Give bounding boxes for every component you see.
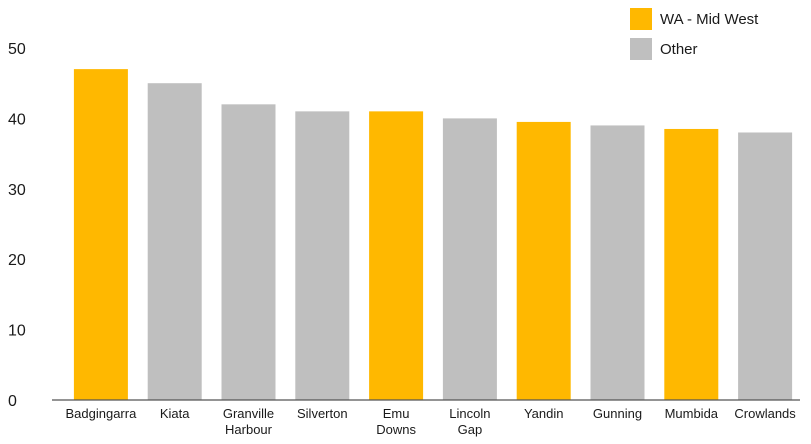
bar bbox=[369, 111, 424, 401]
bar bbox=[221, 104, 276, 400]
y-tick-label: 50 bbox=[8, 41, 26, 58]
x-tick-label-line: Kiata bbox=[160, 406, 190, 421]
x-tick-label: Badgingarra bbox=[65, 406, 137, 421]
y-tick-label: 0 bbox=[8, 393, 17, 410]
x-tick-label-line: Crowlands bbox=[734, 406, 796, 421]
x-axis: Badgingarra Kiata Granville Harbour Silverto… bbox=[52, 399, 800, 437]
bars bbox=[73, 69, 793, 401]
y-tick-label: 20 bbox=[8, 252, 26, 269]
legend-swatch bbox=[630, 38, 652, 60]
x-tick-label-line: Downs bbox=[376, 422, 416, 437]
bar bbox=[73, 69, 128, 401]
legend-swatch bbox=[630, 8, 652, 30]
x-tick-label: Silverton bbox=[297, 406, 348, 421]
x-tick-label-line: Granville bbox=[223, 406, 274, 421]
y-tick-label: 40 bbox=[8, 111, 26, 128]
x-tick-label: Mumbida bbox=[665, 406, 719, 421]
x-tick-label: Emu Downs bbox=[376, 406, 416, 437]
y-tick-label: 30 bbox=[8, 182, 26, 199]
y-tick-label: 10 bbox=[8, 323, 26, 340]
x-tick-label: Yandin bbox=[524, 406, 564, 421]
bar bbox=[147, 83, 202, 400]
x-tick-label: Gunning bbox=[593, 406, 642, 421]
x-tick-label-line: Mumbida bbox=[665, 406, 719, 421]
x-tick-label-line: Badgingarra bbox=[65, 406, 137, 421]
x-tick-label: Crowlands bbox=[734, 406, 796, 421]
x-tick-label-line: Emu bbox=[383, 406, 410, 421]
x-tick-label: Lincoln Gap bbox=[449, 406, 490, 437]
legend-label: WA - Mid West bbox=[660, 11, 759, 28]
legend-label: Other bbox=[660, 41, 698, 58]
x-tick-label: Kiata bbox=[160, 406, 190, 421]
y-axis: 0 10 20 30 40 50 bbox=[8, 41, 26, 410]
x-tick-label-line: Gap bbox=[458, 422, 483, 437]
bar bbox=[664, 128, 719, 400]
bar bbox=[442, 118, 497, 401]
bar bbox=[738, 132, 793, 401]
x-tick-label: Granville Harbour bbox=[223, 406, 274, 437]
x-tick-label-line: Yandin bbox=[524, 406, 564, 421]
x-tick-label-line: Gunning bbox=[593, 406, 642, 421]
legend: WA - Mid West Other bbox=[630, 8, 759, 60]
bar bbox=[516, 121, 571, 401]
x-tick-label-line: Lincoln bbox=[449, 406, 490, 421]
bar bbox=[295, 111, 350, 401]
bar bbox=[590, 125, 645, 400]
x-tick-label-line: Harbour bbox=[225, 422, 273, 437]
x-tick-label-line: Silverton bbox=[297, 406, 348, 421]
